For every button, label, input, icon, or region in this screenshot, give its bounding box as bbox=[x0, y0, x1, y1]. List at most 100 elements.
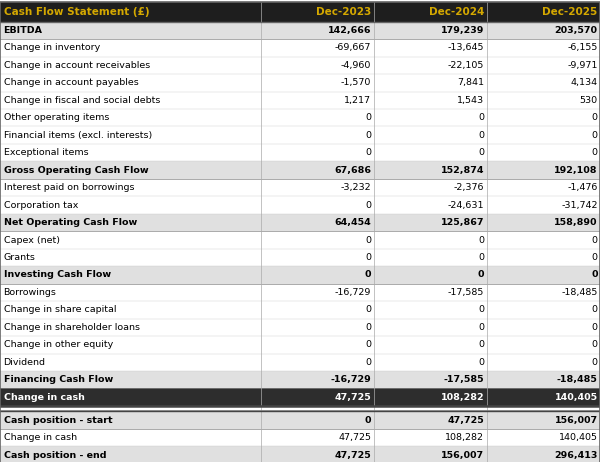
Bar bbox=[0, 74, 600, 91]
Text: -17,585: -17,585 bbox=[443, 375, 484, 384]
Text: 0: 0 bbox=[478, 358, 484, 367]
Text: 0: 0 bbox=[365, 416, 371, 425]
Text: 47,725: 47,725 bbox=[448, 416, 484, 425]
Bar bbox=[0, 179, 600, 196]
Bar bbox=[0, 161, 600, 179]
Bar bbox=[0, 429, 600, 446]
Text: -18,485: -18,485 bbox=[561, 288, 598, 297]
Text: Change in account receivables: Change in account receivables bbox=[4, 61, 150, 70]
Text: -1,570: -1,570 bbox=[341, 79, 371, 87]
Text: 47,725: 47,725 bbox=[338, 433, 371, 442]
Text: 0: 0 bbox=[592, 148, 598, 157]
Text: Corporation tax: Corporation tax bbox=[4, 201, 78, 210]
Text: 142,666: 142,666 bbox=[328, 26, 371, 35]
Text: 1,543: 1,543 bbox=[457, 96, 484, 105]
Text: Borrowings: Borrowings bbox=[4, 288, 56, 297]
Bar bbox=[0, 284, 600, 301]
Text: -16,729: -16,729 bbox=[331, 375, 371, 384]
Text: Change in share capital: Change in share capital bbox=[4, 305, 116, 314]
Bar bbox=[0, 231, 600, 249]
Text: 0: 0 bbox=[365, 340, 371, 349]
Text: 0: 0 bbox=[478, 148, 484, 157]
Text: 0: 0 bbox=[592, 340, 598, 349]
Text: -31,742: -31,742 bbox=[561, 201, 598, 210]
Text: 0: 0 bbox=[592, 305, 598, 314]
Text: 0: 0 bbox=[365, 131, 371, 140]
Text: -9,971: -9,971 bbox=[567, 61, 598, 70]
Text: Dividend: Dividend bbox=[4, 358, 46, 367]
Text: Change in inventory: Change in inventory bbox=[4, 43, 100, 52]
Bar bbox=[0, 127, 600, 144]
Text: 0: 0 bbox=[478, 305, 484, 314]
Text: 0: 0 bbox=[365, 236, 371, 244]
Text: 0: 0 bbox=[365, 113, 371, 122]
Text: 1,217: 1,217 bbox=[344, 96, 371, 105]
Text: 125,867: 125,867 bbox=[440, 218, 484, 227]
Text: 0: 0 bbox=[478, 253, 484, 262]
Bar bbox=[0, 336, 600, 353]
Bar bbox=[0, 214, 600, 231]
Text: Change in account payables: Change in account payables bbox=[4, 79, 139, 87]
Text: -18,485: -18,485 bbox=[557, 375, 598, 384]
Bar bbox=[0, 319, 600, 336]
Text: -17,585: -17,585 bbox=[448, 288, 484, 297]
Text: 0: 0 bbox=[478, 236, 484, 244]
Text: 156,007: 156,007 bbox=[554, 416, 598, 425]
Bar bbox=[0, 57, 600, 74]
Text: Change in cash: Change in cash bbox=[4, 393, 85, 401]
Text: 0: 0 bbox=[478, 270, 484, 280]
Text: 0: 0 bbox=[478, 131, 484, 140]
Text: 158,890: 158,890 bbox=[554, 218, 598, 227]
Text: Exceptional items: Exceptional items bbox=[4, 148, 88, 157]
Text: 0: 0 bbox=[478, 340, 484, 349]
Text: Dec-2025: Dec-2025 bbox=[542, 7, 598, 17]
Text: 530: 530 bbox=[580, 96, 598, 105]
Text: 47,725: 47,725 bbox=[335, 393, 371, 401]
Bar bbox=[0, 406, 600, 412]
Text: 67,686: 67,686 bbox=[334, 166, 371, 175]
Text: Financial items (excl. interests): Financial items (excl. interests) bbox=[4, 131, 152, 140]
Text: 0: 0 bbox=[592, 323, 598, 332]
Bar bbox=[0, 446, 600, 462]
Text: Change in other equity: Change in other equity bbox=[4, 340, 113, 349]
Text: 0: 0 bbox=[478, 113, 484, 122]
Text: 0: 0 bbox=[365, 201, 371, 210]
Text: 296,413: 296,413 bbox=[554, 450, 598, 460]
Bar bbox=[0, 266, 600, 284]
Text: 4,134: 4,134 bbox=[571, 79, 598, 87]
Bar bbox=[0, 144, 600, 161]
Text: Investing Cash Flow: Investing Cash Flow bbox=[4, 270, 111, 280]
Bar bbox=[0, 39, 600, 57]
Text: 140,405: 140,405 bbox=[559, 433, 598, 442]
Text: Net Operating Cash Flow: Net Operating Cash Flow bbox=[4, 218, 137, 227]
Text: Capex (net): Capex (net) bbox=[4, 236, 59, 244]
Bar bbox=[0, 91, 600, 109]
Text: 0: 0 bbox=[478, 323, 484, 332]
Text: 0: 0 bbox=[592, 358, 598, 367]
Text: 152,874: 152,874 bbox=[440, 166, 484, 175]
Bar bbox=[0, 301, 600, 319]
Text: -1,476: -1,476 bbox=[567, 183, 598, 192]
Bar bbox=[0, 389, 600, 406]
Text: -24,631: -24,631 bbox=[448, 201, 484, 210]
Text: EBITDA: EBITDA bbox=[4, 26, 43, 35]
Text: 108,282: 108,282 bbox=[440, 393, 484, 401]
Text: 0: 0 bbox=[365, 305, 371, 314]
Text: 156,007: 156,007 bbox=[441, 450, 484, 460]
Text: 64,454: 64,454 bbox=[335, 218, 371, 227]
Text: 203,570: 203,570 bbox=[554, 26, 598, 35]
Bar bbox=[0, 109, 600, 127]
Text: -13,645: -13,645 bbox=[448, 43, 484, 52]
Text: 179,239: 179,239 bbox=[441, 26, 484, 35]
Text: -2,376: -2,376 bbox=[454, 183, 484, 192]
Text: 0: 0 bbox=[592, 131, 598, 140]
Text: -4,960: -4,960 bbox=[341, 61, 371, 70]
Text: Financing Cash Flow: Financing Cash Flow bbox=[4, 375, 113, 384]
Text: -6,155: -6,155 bbox=[567, 43, 598, 52]
Text: -22,105: -22,105 bbox=[448, 61, 484, 70]
Bar bbox=[0, 353, 600, 371]
Text: 0: 0 bbox=[365, 253, 371, 262]
Text: -69,667: -69,667 bbox=[335, 43, 371, 52]
Text: 0: 0 bbox=[592, 113, 598, 122]
Text: 0: 0 bbox=[365, 323, 371, 332]
